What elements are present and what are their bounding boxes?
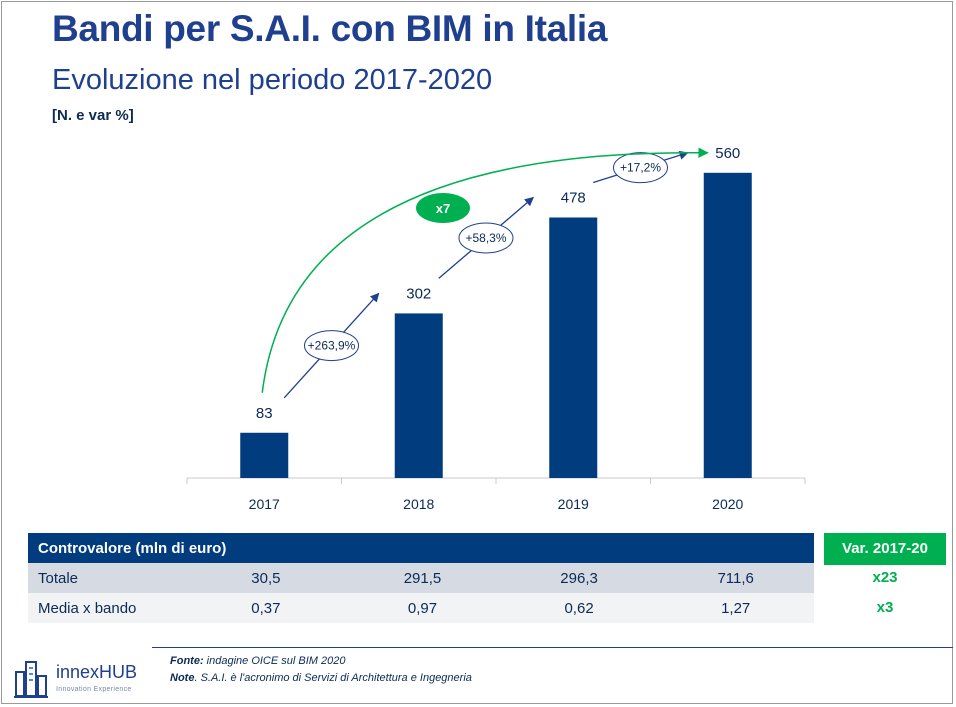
page-subtitle: Evoluzione nel periodo 2017-2020 <box>52 64 493 96</box>
bar-value-label: 83 <box>256 405 273 422</box>
table-cell: 30,5 <box>187 563 345 593</box>
page-title: Bandi per S.A.I. con BIM in Italia <box>52 8 608 49</box>
bar-value-label: 560 <box>715 145 740 162</box>
growth-label: +17,2% <box>620 161 661 175</box>
note-label: Note <box>170 672 195 684</box>
bar-value-label: 302 <box>406 285 431 302</box>
logo-name: innexHUB <box>56 662 138 682</box>
var-header: Var. 2017-20 <box>824 533 946 565</box>
footer-divider <box>152 647 953 648</box>
logo: innexHUB Innovation Experience <box>12 658 152 700</box>
value-table: Controvalore (mln di euro) Totale 30,5 2… <box>28 533 814 623</box>
var-value-totale: x23 <box>872 569 898 586</box>
table-cell: 1,27 <box>657 593 814 623</box>
growth-label: +263,9% <box>308 339 356 353</box>
logo-tagline: Innovation Experience <box>56 686 132 693</box>
overall-growth-badge <box>416 193 470 223</box>
x-tick-label: 2018 <box>403 496 434 512</box>
overall-growth-arrow <box>261 147 709 393</box>
city-icon <box>14 661 48 698</box>
x-tick-label: 2017 <box>249 496 280 512</box>
var-value-media: x3 <box>876 599 894 616</box>
growth-label: +58,3% <box>465 231 506 245</box>
unit-note: [N. e var %] <box>52 107 134 124</box>
table-cell: 0,62 <box>500 593 658 623</box>
source-text: indagine OICE sul BIM 2020 <box>203 655 346 667</box>
bar-value-label: 478 <box>561 189 586 206</box>
growth-badge <box>458 222 514 254</box>
row-label: Totale <box>28 563 188 593</box>
bar <box>394 313 443 478</box>
bar-chart: 83 2017 302 2018 478 2019 560 2020 +263,9% +58,3%… <box>186 145 806 512</box>
note-text: . S.A.I. è l'acronimo di Servizi di Arch… <box>194 672 472 684</box>
table-header: Controvalore (mln di euro) <box>28 533 814 563</box>
table-cell: 0,97 <box>344 593 501 623</box>
row-label: Media x bando <box>28 593 188 623</box>
table-cell: 0,37 <box>187 593 345 623</box>
overall-growth-label: x7 <box>436 201 450 216</box>
source-line: Fonte: indagine OICE sul BIM 2020 <box>170 653 472 670</box>
note-line: Note. S.A.I. è l'acronimo di Servizi di … <box>170 670 472 687</box>
table-cell: 291,5 <box>344 563 501 593</box>
growth-badge <box>613 152 668 184</box>
x-tick-label: 2019 <box>558 496 589 512</box>
growth-badge <box>304 330 359 362</box>
table-row: Totale 30,5 291,5 296,3 711,6 <box>28 563 814 593</box>
table-header-row: Controvalore (mln di euro) <box>28 533 814 563</box>
footer-notes: Fonte: indagine OICE sul BIM 2020 Note. … <box>170 653 472 687</box>
bar <box>240 432 289 478</box>
table-row: Media x bando 0,37 0,97 0,62 1,27 <box>28 593 814 623</box>
source-label: Fonte: <box>170 655 204 667</box>
bar <box>703 172 752 479</box>
table-cell: 296,3 <box>500 563 658 593</box>
x-tick-label: 2020 <box>712 496 743 512</box>
bar <box>549 217 598 479</box>
table-cell: 711,6 <box>657 563 814 593</box>
